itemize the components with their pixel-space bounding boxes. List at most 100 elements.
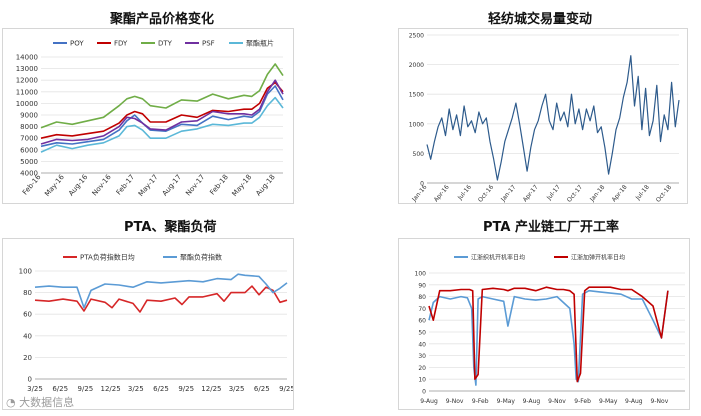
y-tick-label: 13000 [16,65,38,73]
y-tick-label: 2500 [409,33,424,40]
x-tick-label: Feb-18 [208,173,229,196]
watermark-logo: ◔ 大数据信息 [6,394,74,410]
x-tick-label: Feb-17 [115,173,136,196]
x-tick-label: 9-Nov [548,398,566,405]
y-tick-label: 0 [420,181,424,188]
y-tick-label: 11000 [16,88,38,96]
y-tick-label: 20 [23,354,32,362]
x-tick-label: 9/25 [279,385,293,393]
y-tick-label: 90 [418,282,426,289]
x-tick-label: 9-Nov [446,398,464,405]
x-tick-label: Apr-16 [433,184,451,203]
legend-label: POY [70,40,84,48]
legend-label: PSF [202,40,215,48]
x-tick-label: 3/25 [128,385,144,393]
x-tick-label: 9-Nov [651,398,669,405]
x-tick-label: Oct-17 [566,184,584,203]
y-tick-label: 12000 [16,77,38,85]
x-tick-label: 9-Aug [523,398,541,405]
series-line-1 [34,273,288,309]
x-tick-label: 3/25 [229,385,245,393]
x-tick-label: 3/25 [27,385,43,393]
y-tick-label: 9000 [20,112,38,120]
polyester-prices-chart: 4000 5000 6000 7000 8000 9000 10000 11000 12000 1… [16,39,284,198]
y-tick-label: 14000 [16,54,38,62]
y-tick-label: 10 [418,377,426,384]
pta-chain-chart: 0 10 20 30 40 50 60 70 80 90 100 9-Aug 9-Nov 9-Feb 9-M… [415,254,685,405]
x-tick-label: 6/25 [52,385,68,393]
x-tick-label: 6/25 [254,385,270,393]
x-tick-label: May-18 [231,173,254,198]
legend-label: 聚酯瓶片 [246,39,274,48]
chart-title-polyester-prices: 聚酯产品价格变化 [110,12,215,27]
legend-label: 聚酯负荷指数 [180,253,222,262]
chart-title-pta-chain: PTA 产业链工厂开工率 [483,220,619,235]
panel-polyester-prices: 4000 5000 6000 7000 8000 9000 10000 11000 12000 1… [2,28,294,204]
x-tick-label: Aug-18 [254,173,276,197]
y-tick-label: 40 [23,332,32,340]
y-tick-label: 500 [413,151,425,158]
y-tick-label: 40 [418,341,426,348]
x-tick-label: 9/25 [78,385,94,393]
x-tick-label: Nov-16 [91,173,113,198]
x-tick-label: 9-May [599,398,618,405]
series-line-3 [40,79,284,145]
series-line-0 [34,285,288,313]
x-tick-label: 12/25 [201,385,221,393]
x-tick-label: 12/25 [101,385,121,393]
x-tick-label: 9/25 [178,385,194,393]
legend-label: 江浙织机开机率日均 [471,254,525,262]
y-tick-label: 60 [418,318,426,325]
y-tick-label: 80 [23,289,32,297]
x-tick-label: 9-Aug [420,398,438,405]
x-tick-label: Jul-16 [456,184,473,202]
x-tick-label: Oct-18 [655,184,673,203]
x-tick-label: May-16 [43,173,66,198]
x-tick-label: Oct-16 [477,184,495,203]
y-tick-label: 4000 [20,170,38,178]
series-line-1 [428,286,669,383]
panel-textile-volume: 0 500 1000 1500 2000 2500 Jan-16 Apr-16 Jul-16 Oc… [398,28,688,204]
chart-title-pta-load: PTA、聚酯负荷 [124,220,217,235]
x-tick-label: 6/25 [153,385,169,393]
x-tick-label: May-17 [137,173,160,198]
x-tick-label: 9-Feb [574,398,591,405]
series-line-0 [40,85,284,148]
series-line-0 [426,55,680,181]
x-tick-label: Aug-16 [67,173,90,198]
y-tick-label: 2000 [409,62,424,69]
watermark-text: 大数据信息 [19,396,75,409]
y-tick-label: 1500 [409,92,424,99]
legend-label: DTY [158,40,173,48]
legend-label: 江浙加弹开机率日均 [571,254,625,262]
series-line-1 [40,81,284,139]
legend-label: PTA负荷指数日均 [80,253,135,262]
y-tick-label: 100 [19,268,32,276]
y-tick-label: 100 [415,271,427,278]
x-tick-label: Jul-17 [545,184,562,202]
x-tick-label: Nov-17 [184,173,206,197]
series-line-2 [40,63,284,129]
y-tick-label: 20 [418,365,426,372]
x-tick-label: 9-Feb [472,398,489,405]
y-tick-label: 50 [418,330,426,337]
panel-pta-load: 0 20 40 60 80 100 3/25 6/25 9/25 12/25 3/25 6/25 9/2… [2,238,295,410]
y-tick-label: 60 [23,311,32,319]
y-tick-label: 30 [418,353,426,360]
series-line-0 [428,289,669,386]
panel-pta-chain: 0 10 20 30 40 50 60 70 80 90 100 9-Aug 9-Nov 9-Feb 9-M… [398,238,690,410]
y-tick-label: 80 [418,294,426,301]
y-tick-label: 5000 [20,158,38,166]
x-tick-label: Jan-17 [499,184,517,203]
y-tick-label: 10000 [16,100,38,108]
y-tick-label: 0 [422,389,426,396]
legend-label: FDY [114,40,128,48]
y-tick-label: 70 [418,306,426,313]
y-tick-label: 7000 [20,135,38,143]
y-tick-label: 6000 [20,146,38,154]
x-tick-label: Apr-18 [611,184,629,203]
chart-title-textile-volume: 轻纺城交易量变动 [488,12,593,27]
x-tick-label: Apr-17 [522,184,540,203]
y-tick-label: 8000 [20,123,38,131]
